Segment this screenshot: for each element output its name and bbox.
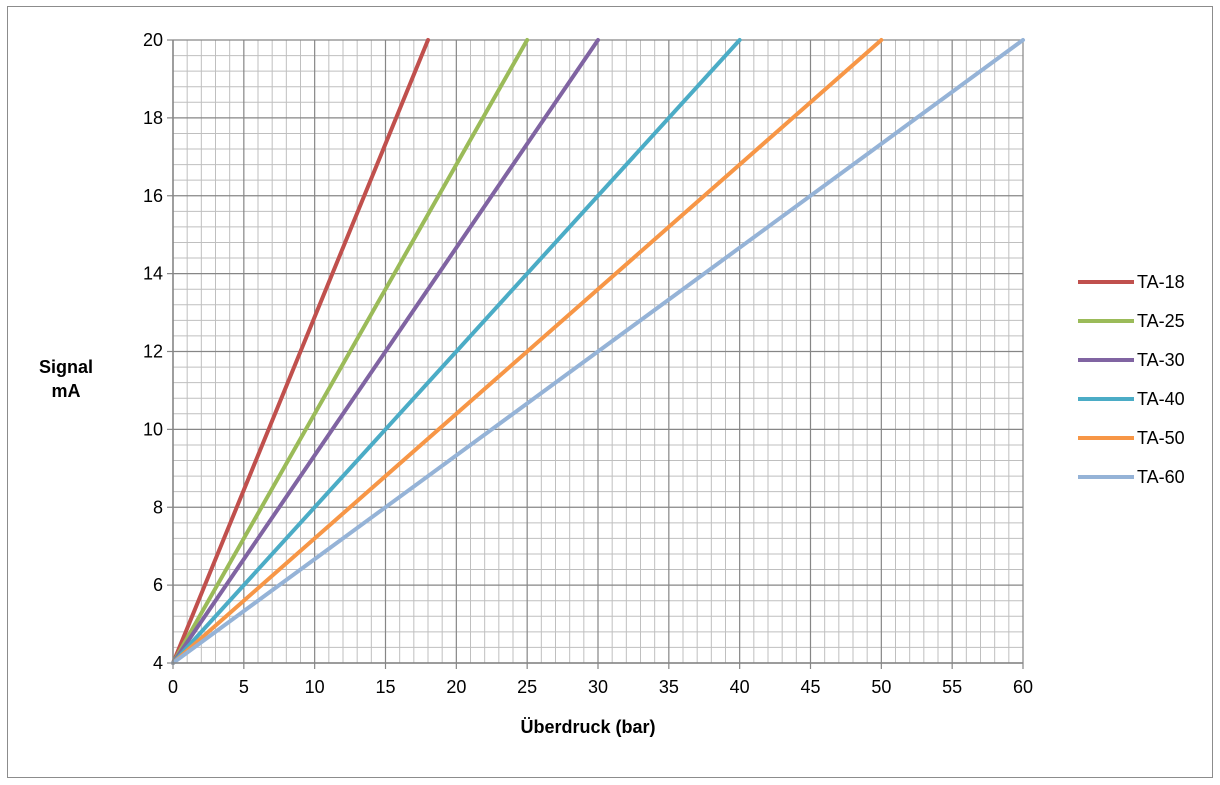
x-tick-label: 60 bbox=[1013, 677, 1033, 697]
x-axis-title: Überdruck (bar) bbox=[520, 717, 655, 737]
legend: TA-18 TA-25 TA-30 TA-40 TA-50 TA-60 bbox=[1078, 272, 1185, 487]
chart-frame: 4 6 8 10 12 14 16 18 20 0 5 10 15 20 25 30 35 40 45 50 55 60 Ü… bbox=[7, 6, 1213, 778]
x-tick-label: 30 bbox=[588, 677, 608, 697]
series-line-ta-40 bbox=[171, 38, 742, 665]
x-tick-label: 50 bbox=[871, 677, 891, 697]
legend-label-ta-50: TA-50 bbox=[1137, 428, 1185, 448]
x-tick-label: 15 bbox=[375, 677, 395, 697]
y-axis-title: Signal bbox=[39, 357, 93, 377]
x-tick-label: 0 bbox=[168, 677, 178, 697]
y-tick-label: 14 bbox=[143, 264, 163, 284]
legend-label-ta-18: TA-18 bbox=[1137, 272, 1185, 292]
y-tick-label: 4 bbox=[153, 653, 163, 673]
x-tick-label: 10 bbox=[305, 677, 325, 697]
y-tick-label: 18 bbox=[143, 108, 163, 128]
line-chart: 4 6 8 10 12 14 16 18 20 0 5 10 15 20 25 30 35 40 45 50 55 60 Ü… bbox=[39, 30, 1185, 737]
series-line-ta-25 bbox=[171, 38, 530, 665]
legend-label-ta-25: TA-25 bbox=[1137, 311, 1185, 331]
y-tick-label: 6 bbox=[153, 575, 163, 595]
series-lines bbox=[171, 38, 1025, 665]
y-tick-label: 12 bbox=[143, 342, 163, 362]
y-axis-title: mA bbox=[51, 381, 80, 401]
x-tick-label: 35 bbox=[659, 677, 679, 697]
y-tick-label: 16 bbox=[143, 186, 163, 206]
series-line-ta-18 bbox=[171, 38, 430, 665]
x-tick-label: 40 bbox=[730, 677, 750, 697]
y-tick-label: 8 bbox=[153, 497, 163, 517]
series-line-ta-60 bbox=[171, 38, 1025, 665]
series-line-ta-30 bbox=[171, 38, 600, 665]
x-tick-label: 25 bbox=[517, 677, 537, 697]
x-tick-label: 55 bbox=[942, 677, 962, 697]
axes: 4 6 8 10 12 14 16 18 20 0 5 10 15 20 25 30 35 40 45 50 55 60 Ü… bbox=[39, 30, 1033, 737]
legend-label-ta-60: TA-60 bbox=[1137, 467, 1185, 487]
y-tick-label: 20 bbox=[143, 30, 163, 50]
y-tick-label: 10 bbox=[143, 419, 163, 439]
series-line-ta-50 bbox=[171, 38, 884, 665]
x-tick-label: 20 bbox=[446, 677, 466, 697]
legend-label-ta-40: TA-40 bbox=[1137, 389, 1185, 409]
x-tick-label: 45 bbox=[800, 677, 820, 697]
x-tick-label: 5 bbox=[239, 677, 249, 697]
legend-label-ta-30: TA-30 bbox=[1137, 350, 1185, 370]
